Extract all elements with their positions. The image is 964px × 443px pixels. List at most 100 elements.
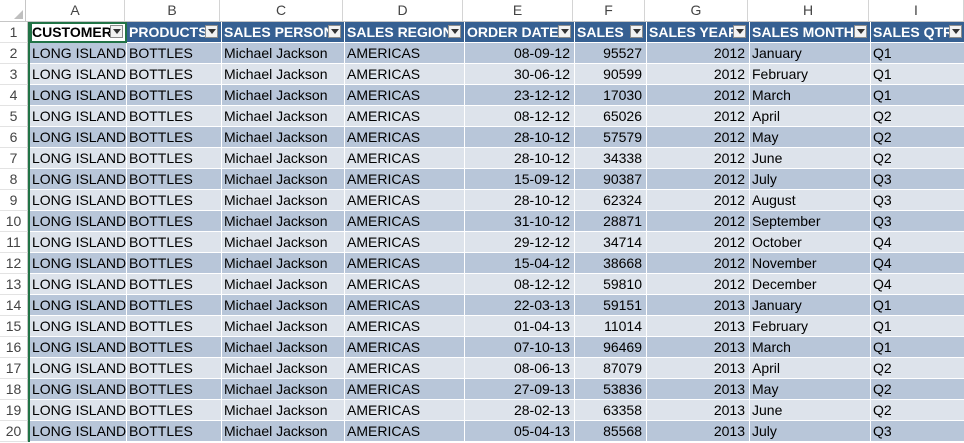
- table-cell[interactable]: BOTTLES: [127, 85, 222, 106]
- row-header-4[interactable]: 4: [0, 85, 28, 106]
- table-cell[interactable]: LONG ISLANDS: [30, 295, 127, 316]
- table-cell[interactable]: AMERICAS: [345, 253, 465, 274]
- table-cell[interactable]: July: [750, 421, 871, 442]
- table-cell[interactable]: 28871: [575, 211, 647, 232]
- table-cell[interactable]: Q1: [871, 316, 964, 337]
- table-cell[interactable]: 17030: [575, 85, 647, 106]
- table-cell[interactable]: February: [750, 316, 871, 337]
- table-cell[interactable]: LONG ISLANDS: [30, 127, 127, 148]
- row-header-2[interactable]: 2: [0, 43, 28, 64]
- table-cell[interactable]: April: [750, 358, 871, 379]
- row-header-1[interactable]: 1: [0, 22, 28, 43]
- table-cell[interactable]: May: [750, 127, 871, 148]
- table-cell[interactable]: 08-12-12: [465, 274, 575, 295]
- table-cell[interactable]: BOTTLES: [127, 253, 222, 274]
- row-header-18[interactable]: 18: [0, 379, 28, 400]
- table-cell[interactable]: Michael Jackson: [222, 43, 345, 64]
- table-cell[interactable]: Q1: [871, 43, 964, 64]
- table-cell[interactable]: LONG ISLANDS: [30, 379, 127, 400]
- table-cell[interactable]: BOTTLES: [127, 358, 222, 379]
- table-cell[interactable]: 01-04-13: [465, 316, 575, 337]
- table-cell[interactable]: LONG ISLANDS: [30, 190, 127, 211]
- table-cell[interactable]: Michael Jackson: [222, 85, 345, 106]
- row-header-15[interactable]: 15: [0, 316, 28, 337]
- table-cell[interactable]: AMERICAS: [345, 316, 465, 337]
- row-header-6[interactable]: 6: [0, 127, 28, 148]
- table-cell[interactable]: April: [750, 106, 871, 127]
- row-header-14[interactable]: 14: [0, 295, 28, 316]
- row-header-17[interactable]: 17: [0, 358, 28, 379]
- table-cell[interactable]: AMERICAS: [345, 379, 465, 400]
- filter-dropdown-icon[interactable]: [205, 25, 218, 38]
- table-cell[interactable]: AMERICAS: [345, 169, 465, 190]
- table-cell[interactable]: LONG ISLANDS: [30, 148, 127, 169]
- table-cell[interactable]: 2013: [647, 358, 750, 379]
- table-cell[interactable]: BOTTLES: [127, 43, 222, 64]
- table-cell[interactable]: LONG ISLANDS: [30, 421, 127, 442]
- table-cell[interactable]: June: [750, 148, 871, 169]
- table-cell[interactable]: 2012: [647, 211, 750, 232]
- table-cell[interactable]: 08-09-12: [465, 43, 575, 64]
- filter-dropdown-icon[interactable]: [733, 25, 746, 38]
- column-header-e[interactable]: E: [463, 0, 573, 21]
- header-cell-sales-qtr[interactable]: SALES QTR: [871, 22, 964, 43]
- table-cell[interactable]: 96469: [575, 337, 647, 358]
- table-cell[interactable]: November: [750, 253, 871, 274]
- column-header-i[interactable]: I: [869, 0, 964, 21]
- table-cell[interactable]: March: [750, 337, 871, 358]
- table-cell[interactable]: 2012: [647, 232, 750, 253]
- table-cell[interactable]: Q4: [871, 232, 964, 253]
- table-cell[interactable]: Michael Jackson: [222, 127, 345, 148]
- table-cell[interactable]: Michael Jackson: [222, 274, 345, 295]
- table-cell[interactable]: Q2: [871, 358, 964, 379]
- table-cell[interactable]: LONG ISLANDS: [30, 358, 127, 379]
- table-cell[interactable]: BOTTLES: [127, 148, 222, 169]
- table-cell[interactable]: 65026: [575, 106, 647, 127]
- table-cell[interactable]: 23-12-12: [465, 85, 575, 106]
- table-cell[interactable]: 2012: [647, 85, 750, 106]
- table-cell[interactable]: BOTTLES: [127, 274, 222, 295]
- table-cell[interactable]: BOTTLES: [127, 190, 222, 211]
- table-cell[interactable]: AMERICAS: [345, 232, 465, 253]
- table-cell[interactable]: AMERICAS: [345, 127, 465, 148]
- table-cell[interactable]: BOTTLES: [127, 64, 222, 85]
- table-cell[interactable]: Q2: [871, 379, 964, 400]
- column-header-g[interactable]: G: [645, 0, 748, 21]
- filter-dropdown-icon[interactable]: [558, 25, 571, 38]
- table-cell[interactable]: Q1: [871, 295, 964, 316]
- table-cell[interactable]: Q2: [871, 148, 964, 169]
- select-all-triangle-icon[interactable]: [0, 0, 26, 21]
- table-cell[interactable]: 31-10-12: [465, 211, 575, 232]
- table-cell[interactable]: BOTTLES: [127, 211, 222, 232]
- table-cell[interactable]: LONG ISLANDS: [30, 106, 127, 127]
- table-cell[interactable]: LONG ISLANDS: [30, 85, 127, 106]
- table-cell[interactable]: 28-10-12: [465, 148, 575, 169]
- table-cell[interactable]: 59810: [575, 274, 647, 295]
- table-cell[interactable]: AMERICAS: [345, 64, 465, 85]
- table-cell[interactable]: Michael Jackson: [222, 358, 345, 379]
- table-cell[interactable]: Q2: [871, 106, 964, 127]
- table-cell[interactable]: BOTTLES: [127, 400, 222, 421]
- table-cell[interactable]: 2012: [647, 43, 750, 64]
- table-cell[interactable]: BOTTLES: [127, 232, 222, 253]
- header-cell-sales[interactable]: SALES: [575, 22, 647, 43]
- table-cell[interactable]: Q2: [871, 400, 964, 421]
- row-header-16[interactable]: 16: [0, 337, 28, 358]
- table-cell[interactable]: Michael Jackson: [222, 295, 345, 316]
- table-cell[interactable]: March: [750, 85, 871, 106]
- table-cell[interactable]: 2012: [647, 190, 750, 211]
- table-cell[interactable]: 34714: [575, 232, 647, 253]
- table-cell[interactable]: 27-09-13: [465, 379, 575, 400]
- table-cell[interactable]: Q3: [871, 421, 964, 442]
- table-cell[interactable]: 22-03-13: [465, 295, 575, 316]
- table-cell[interactable]: 2012: [647, 127, 750, 148]
- table-cell[interactable]: 08-06-13: [465, 358, 575, 379]
- table-cell[interactable]: 2013: [647, 316, 750, 337]
- table-cell[interactable]: September: [750, 211, 871, 232]
- table-cell[interactable]: 90599: [575, 64, 647, 85]
- table-cell[interactable]: 90387: [575, 169, 647, 190]
- table-cell[interactable]: BOTTLES: [127, 379, 222, 400]
- header-cell-order-date[interactable]: ORDER DATE: [465, 22, 575, 43]
- header-cell-products[interactable]: PRODUCTS: [127, 22, 222, 43]
- table-cell[interactable]: 2013: [647, 421, 750, 442]
